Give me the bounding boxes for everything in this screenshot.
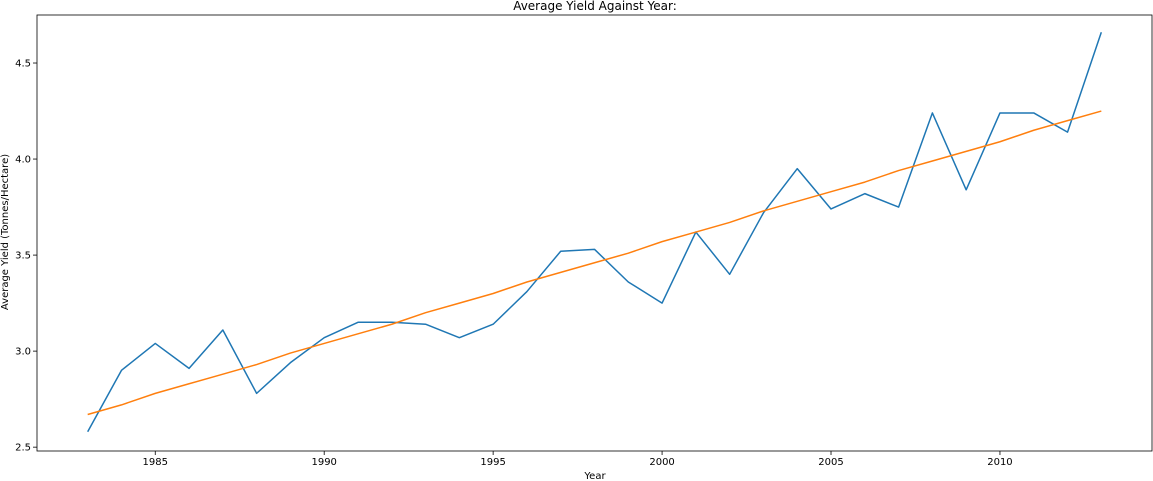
plot-frame <box>36 14 1153 452</box>
plot-area <box>87 32 1103 433</box>
x-tick-label: 1985 <box>143 457 168 468</box>
y-axis-title: Average Yield (Tonnes/Hectare) <box>0 154 11 310</box>
chart-title: Average Yield Against Year: <box>513 0 677 13</box>
series-line-trend <box>87 110 1102 416</box>
x-tick-label: 2005 <box>818 457 843 468</box>
x-axis: 1985 1990 1995 2000 2005 2010 <box>143 451 1013 468</box>
x-tick-label: 2010 <box>987 457 1012 468</box>
y-axis: 2.5 3.0 3.5 4.0 4.5 <box>15 59 37 454</box>
y-tick-label: 3.5 <box>15 251 31 262</box>
axes-frame <box>36 14 1153 452</box>
x-tick-label: 2000 <box>649 457 674 468</box>
series-line-average-yield <box>87 32 1103 433</box>
y-tick-label: 4.5 <box>15 59 31 70</box>
x-tick-label: 1995 <box>480 457 505 468</box>
y-tick-label: 4.0 <box>15 155 31 166</box>
x-tick-label: 1990 <box>311 457 336 468</box>
x-axis-title: Year <box>583 471 606 481</box>
y-tick-label: 3.0 <box>15 347 31 358</box>
y-tick-label: 2.5 <box>15 443 31 454</box>
